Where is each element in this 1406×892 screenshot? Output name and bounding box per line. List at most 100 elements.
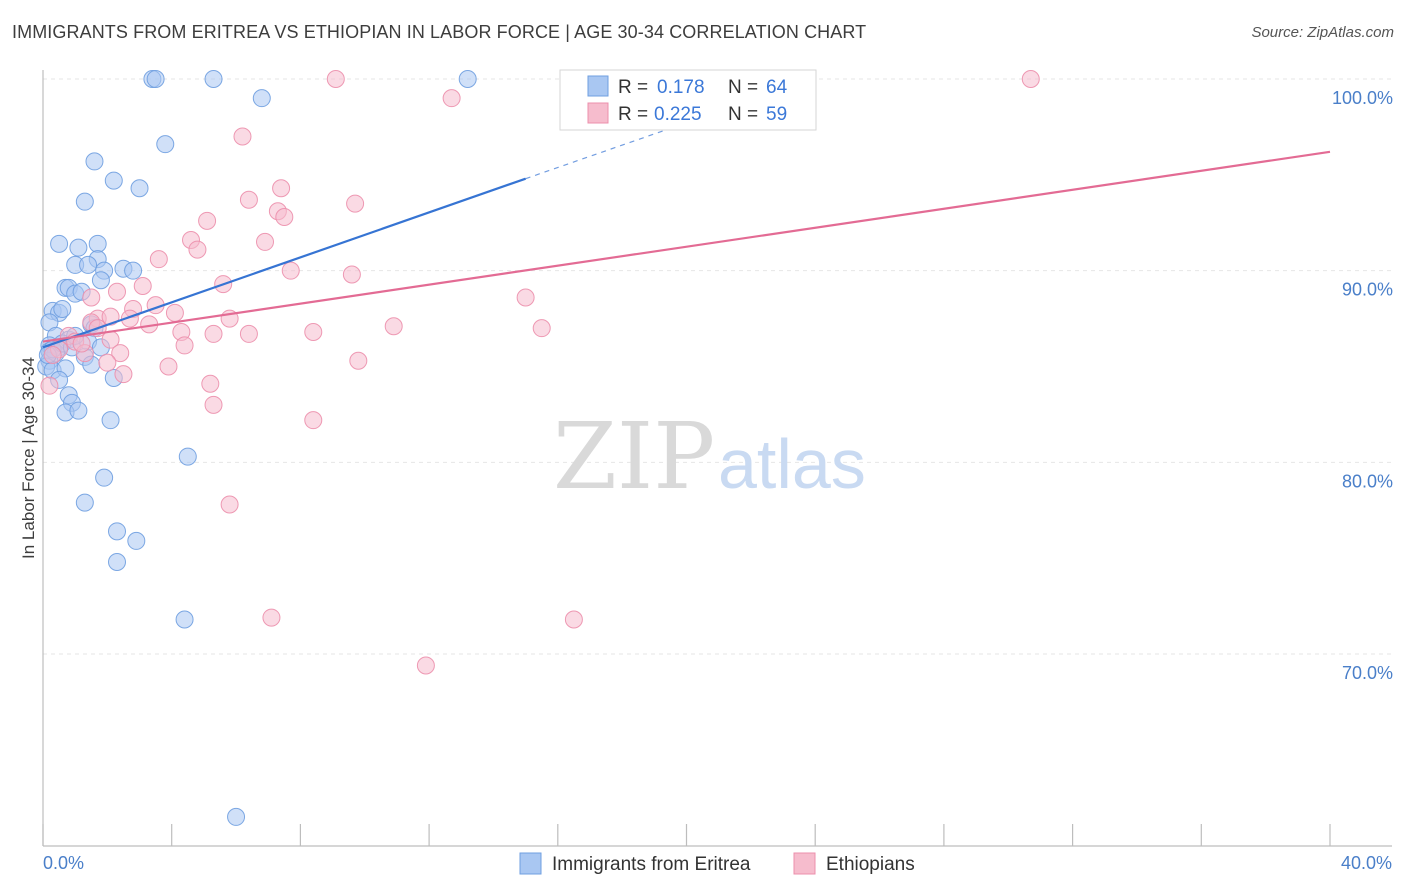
point-eritrea-3 [458,70,477,88]
legend-n-value-2: 59 [766,104,787,125]
point-eritrea-18 [79,255,98,274]
legend-n-value-1: 64 [766,77,788,98]
bottom-legend-swatch-eritrea [519,852,542,875]
point-ethiopians-44 [349,351,368,370]
trend-line-eritrea [42,177,526,349]
point-ethiopians-37 [239,324,258,343]
source-label: Source: ZipAtlas.com [1251,24,1394,41]
point-eritrea-47 [69,401,88,420]
point-eritrea-1 [146,70,165,88]
y-tick-label-70: 70.0% [1342,663,1393,683]
point-eritrea-49 [178,447,197,466]
point-ethiopians-24 [516,288,535,307]
point-eritrea-8 [130,179,149,198]
point-ethiopians-19 [108,282,127,301]
point-eritrea-11 [69,238,88,257]
point-eritrea-50 [95,468,114,487]
point-ethiopians-35 [204,324,223,343]
legend-r-label-2: R = [618,104,648,125]
correlation-legend: R = 0.178 N = 64 R = 0.225 N = 59 [559,69,817,131]
point-ethiopians-46 [98,353,117,372]
point-ethiopians-10 [198,211,217,230]
point-ethiopians-18 [133,277,152,295]
point-ethiopians-6 [239,190,258,209]
bottom-legend-label-eritrea: Immigrants from Eritrea [552,854,751,875]
y-tick-label-80: 80.0% [1342,471,1393,491]
point-eritrea-55 [175,610,194,629]
bottom-legend-label-ethiopians: Ethiopians [826,854,915,875]
point-eritrea-51 [75,493,94,512]
point-ethiopians-22 [165,303,184,322]
point-ethiopians-4 [233,127,252,146]
point-ethiopians-7 [346,194,365,213]
watermark-atlas: atlas [718,425,866,503]
chart-title: IMMIGRANTS FROM ERITREA VS ETHIOPIAN IN … [12,22,867,42]
point-eritrea-48 [101,411,120,430]
point-ethiopians-14 [149,250,168,269]
point-eritrea-4 [252,89,271,108]
point-ethiopians-55 [262,608,281,627]
y-tick-label-100: 100.0% [1332,88,1393,108]
point-eritrea-7 [104,171,123,190]
trend-line-ethiopians [42,150,1331,343]
bottom-legend-swatch-ethiopians [793,852,816,875]
point-ethiopians-0 [326,70,345,88]
point-eritrea-5 [156,135,175,154]
point-ethiopians-15 [281,261,300,280]
series-eritrea-points [37,70,477,826]
legend-n-label-1: N = [728,77,758,98]
y-tick-labels: 70.0% 80.0% 90.0% 100.0% [1332,88,1393,683]
point-eritrea-63 [91,271,110,290]
watermark-zip: ZIP [553,403,715,510]
point-ethiopians-48 [159,357,178,376]
point-eritrea-53 [127,531,146,550]
point-ethiopians-2 [1021,70,1040,88]
point-eritrea-12 [88,234,107,253]
point-ethiopians-3 [442,89,461,108]
point-ethiopians-54 [220,495,239,514]
x-axis-ticks [42,824,1331,846]
point-ethiopians-12 [188,240,207,259]
point-eritrea-17 [124,261,143,280]
y-tick-label-90: 90.0% [1342,280,1393,300]
point-ethiopians-47 [43,346,62,364]
trend-lines [42,111,1331,349]
series-legend: Immigrants from Eritrea Ethiopians [519,852,915,875]
point-ethiopians-50 [201,374,220,393]
point-ethiopians-51 [40,376,59,395]
point-ethiopians-40 [175,336,194,355]
point-ethiopians-5 [272,179,291,198]
point-eritrea-54 [108,553,127,571]
point-eritrea-62 [53,300,72,318]
legend-r-label-1: R = [618,77,648,98]
x-tick-label-max: 40.0% [1341,853,1392,873]
legend-r-value-1: 0.178 [657,77,705,98]
point-ethiopians-9 [275,208,294,226]
point-ethiopians-56 [564,610,583,629]
point-ethiopians-20 [82,288,101,307]
point-ethiopians-13 [256,232,275,251]
point-eritrea-6 [85,152,104,171]
point-eritrea-10 [50,234,69,253]
point-ethiopians-16 [342,265,361,284]
point-ethiopians-26 [101,307,120,326]
point-eritrea-2 [204,70,223,88]
point-ethiopians-33 [532,319,551,338]
legend-r-value-2: 0.225 [654,104,702,125]
point-eritrea-9 [75,192,94,211]
gridlines [43,78,1392,655]
y-axis-label: In Labor Force | Age 30-34 [19,357,38,559]
point-ethiopians-43 [111,344,130,363]
point-ethiopians-53 [304,411,323,430]
legend-n-label-2: N = [728,104,758,125]
point-ethiopians-52 [204,395,223,414]
series-ethiopians-points [40,70,1040,675]
point-eritrea-56 [227,807,246,826]
x-tick-label-min: 0.0% [43,853,84,873]
point-ethiopians-32 [384,317,403,336]
legend-swatch-ethiopians [587,102,609,124]
point-ethiopians-49 [114,365,133,384]
point-eritrea-52 [108,522,127,541]
point-ethiopians-34 [304,323,323,341]
